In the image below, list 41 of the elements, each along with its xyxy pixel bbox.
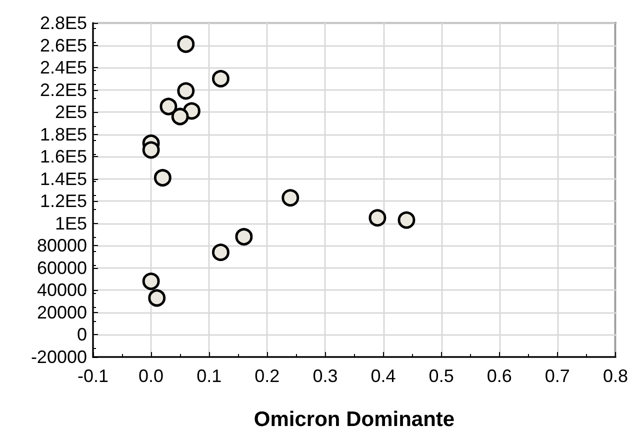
x-tick-label: 0.2	[254, 366, 280, 386]
y-tick-label: -20000	[30, 347, 87, 367]
point	[235, 228, 253, 246]
x-tick-label: 0.6	[486, 366, 512, 386]
x-tick-label: 0.5	[428, 366, 454, 386]
y-tick-label: 2.4E5	[40, 58, 87, 78]
point	[160, 98, 178, 116]
point	[142, 141, 160, 159]
y-tick-label: 2.2E5	[40, 80, 87, 100]
y-tick-label: 1.8E5	[40, 124, 87, 144]
point	[212, 70, 230, 88]
y-tick-label: 80000	[36, 236, 87, 256]
y-tick-label: 60000	[36, 258, 87, 278]
y-tick-label: 1.2E5	[40, 191, 87, 212]
point	[368, 209, 386, 227]
point	[148, 289, 166, 307]
y-tick-label: 2E5	[54, 102, 87, 122]
point	[212, 244, 230, 262]
point	[177, 35, 195, 53]
x-tick-label: -0.1	[77, 366, 109, 386]
x-tick-label: 0.1	[196, 366, 222, 386]
x-tick-label: 0.4	[370, 366, 396, 386]
y-tick-label: 1.4E5	[40, 168, 87, 189]
x-tick-label: 0.3	[312, 366, 338, 386]
point	[142, 272, 160, 290]
x-tick-label: 0.8	[602, 366, 628, 386]
y-tick-label: 1E5	[54, 213, 87, 234]
y-tick-label: 1.6E5	[40, 146, 87, 167]
point	[154, 169, 172, 186]
point	[282, 189, 300, 207]
y-tick-label: 2.8E5	[40, 13, 87, 33]
y-tick-label: 0	[76, 324, 87, 345]
x-axis-title: Omicron Dominante	[254, 408, 455, 431]
x-tick-label: 0.7	[544, 366, 570, 386]
point	[177, 82, 195, 100]
y-tick-label: 40000	[36, 280, 87, 300]
point	[171, 108, 189, 126]
x-tick-label: 0.0	[138, 366, 164, 386]
y-tick-label: 20000	[36, 302, 87, 322]
y-tick-label: 2.6E5	[40, 35, 87, 56]
point	[398, 211, 416, 229]
